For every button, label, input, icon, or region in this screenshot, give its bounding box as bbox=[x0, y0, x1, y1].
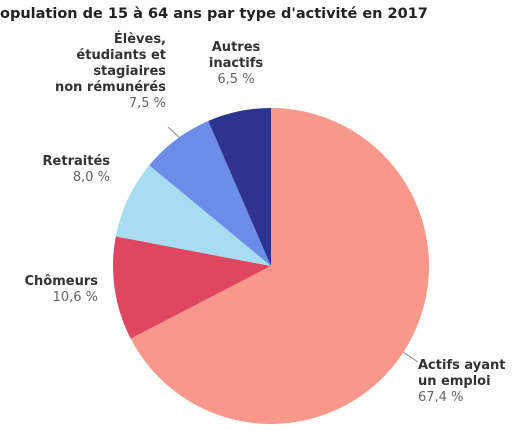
pie-slice bbox=[149, 120, 271, 266]
value-label: 67,4 % bbox=[418, 390, 464, 405]
chart-title: opulation de 15 à 64 ans par type d'acti… bbox=[0, 6, 428, 22]
leader-line bbox=[167, 126, 181, 139]
value-label: 10,6 % bbox=[52, 290, 98, 305]
category-name: Actifs ayant un emploi bbox=[418, 358, 506, 389]
pie-slice bbox=[113, 236, 271, 339]
leader-line bbox=[402, 351, 419, 363]
category-name: Autres inactifs bbox=[208, 40, 264, 71]
value-label: 6,5 % bbox=[217, 72, 255, 87]
pie-slice bbox=[115, 165, 271, 266]
pie-slice bbox=[130, 108, 429, 424]
category-name: Élèves, étudiants et stagiaires non rému… bbox=[54, 32, 166, 95]
pie-slice bbox=[208, 108, 271, 266]
category-name: Retraités bbox=[42, 154, 110, 169]
value-label: 7,5 % bbox=[128, 96, 166, 111]
slice-label: Chômeurs 10,6 % bbox=[25, 274, 99, 306]
slice-label: Autres inactifs 6,5 % bbox=[200, 40, 272, 88]
slice-label: Retraités 8,0 % bbox=[43, 154, 110, 186]
slice-label: Actifs ayant un emploi 67,4 % bbox=[418, 358, 505, 406]
category-name: Chômeurs bbox=[24, 274, 99, 289]
slice-label: Élèves, étudiants et stagiaires non rému… bbox=[55, 32, 166, 112]
value-label: 8,0 % bbox=[72, 170, 110, 185]
